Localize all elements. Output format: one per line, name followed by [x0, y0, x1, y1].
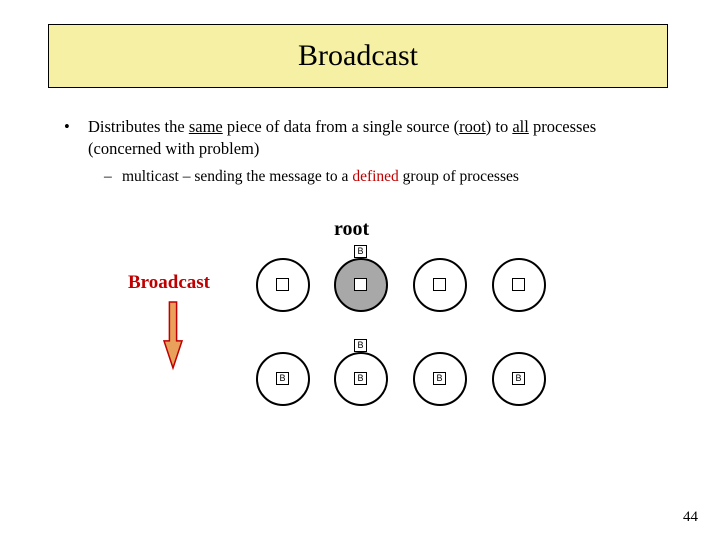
data-box [354, 278, 367, 291]
data-box [512, 278, 525, 291]
arrow-down-icon [158, 300, 188, 378]
sub-text: multicast – sending the message to a def… [122, 167, 519, 188]
broadcast-diagram: root Broadcast B B B B B B [0, 218, 720, 478]
data-box: B [354, 339, 367, 352]
data-box [433, 278, 446, 291]
txt-u: all [512, 117, 529, 136]
data-box: B [512, 372, 525, 385]
slide-title: Broadcast [298, 39, 418, 73]
broadcast-label: Broadcast [128, 272, 210, 294]
txt-u: root [459, 117, 486, 136]
data-box: B [433, 372, 446, 385]
bullet-line: • Distributes the same piece of data fro… [64, 116, 664, 161]
txt: Distributes the [88, 117, 189, 136]
bullet-text: Distributes the same piece of data from … [88, 116, 664, 161]
sub-bullet: – multicast – sending the message to a d… [104, 167, 664, 188]
data-box: B [276, 372, 289, 385]
title-box: Broadcast [48, 24, 668, 88]
data-box: B [354, 372, 367, 385]
sub-mark: – [104, 167, 122, 188]
txt: multicast – sending the message to a [122, 168, 352, 185]
txt: group of processes [399, 168, 519, 185]
data-box [276, 278, 289, 291]
txt-red: defined [352, 168, 398, 185]
txt-u: same [189, 117, 223, 136]
page-number: 44 [683, 509, 698, 526]
main-bullet: • Distributes the same piece of data fro… [64, 116, 664, 187]
data-box: B [354, 245, 367, 258]
txt: piece of data from a single source ( [223, 117, 459, 136]
txt: ) to [486, 117, 513, 136]
root-label: root [334, 218, 369, 241]
bullet-mark: • [64, 116, 88, 161]
